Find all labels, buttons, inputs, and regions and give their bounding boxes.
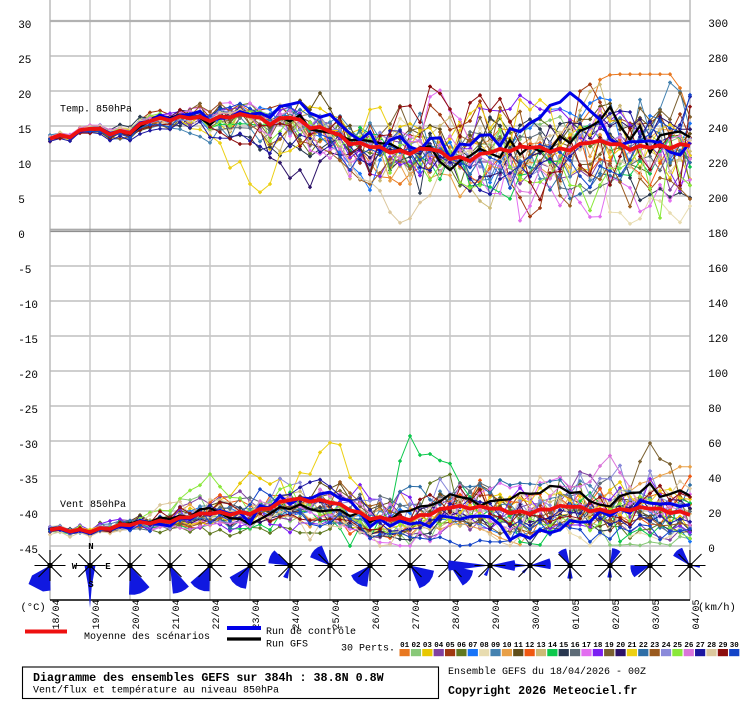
svg-text:01: 01 (400, 642, 410, 650)
svg-text:21: 21 (628, 642, 638, 650)
svg-text:0: 0 (18, 230, 25, 242)
svg-text:28/04: 28/04 (451, 599, 463, 629)
svg-text:30: 30 (18, 20, 31, 32)
svg-text:07: 07 (468, 642, 477, 650)
svg-text:19/04: 19/04 (91, 599, 103, 629)
svg-text:04/05: 04/05 (691, 599, 703, 629)
svg-text:0: 0 (708, 544, 715, 556)
svg-text:02: 02 (412, 642, 422, 650)
svg-text:23/04: 23/04 (251, 599, 263, 629)
svg-text:120: 120 (708, 334, 728, 346)
svg-text:(°C): (°C) (21, 602, 46, 614)
svg-text:-35: -35 (18, 475, 38, 487)
svg-text:25: 25 (18, 55, 31, 67)
svg-text:30: 30 (730, 642, 740, 650)
svg-text:13: 13 (537, 642, 547, 650)
svg-text:16: 16 (571, 642, 581, 650)
svg-text:25: 25 (673, 642, 683, 650)
svg-text:300: 300 (708, 19, 728, 31)
svg-text:20: 20 (708, 509, 721, 521)
svg-text:26/04: 26/04 (371, 599, 383, 629)
svg-text:40: 40 (708, 474, 721, 486)
svg-text:11: 11 (514, 642, 524, 650)
svg-text:05: 05 (446, 642, 456, 650)
svg-text:18: 18 (593, 642, 603, 650)
svg-text:-5: -5 (18, 265, 31, 277)
svg-text:E: E (105, 562, 111, 572)
svg-text:-20: -20 (18, 370, 38, 382)
svg-text:Run GFS: Run GFS (266, 640, 308, 651)
svg-text:01/05: 01/05 (571, 599, 583, 629)
svg-text:10: 10 (502, 642, 512, 650)
svg-text:22/04: 22/04 (211, 599, 223, 629)
svg-text:N: N (88, 542, 93, 552)
svg-text:14: 14 (548, 642, 558, 650)
svg-text:06: 06 (457, 642, 467, 650)
svg-text:140: 140 (708, 299, 728, 311)
svg-text:08: 08 (480, 642, 490, 650)
svg-text:Vent 850hPa: Vent 850hPa (60, 499, 126, 511)
svg-text:15: 15 (18, 125, 31, 137)
svg-text:Copyright 2026 Meteociel.fr: Copyright 2026 Meteociel.fr (448, 684, 637, 698)
svg-text:-10: -10 (18, 300, 38, 312)
svg-text:Diagramme des ensembles GEFS s: Diagramme des ensembles GEFS sur 384h : … (33, 671, 385, 685)
svg-text:04: 04 (434, 642, 444, 650)
svg-text:240: 240 (708, 124, 728, 136)
svg-text:30 Perts.: 30 Perts. (341, 644, 395, 655)
svg-text:03/05: 03/05 (651, 599, 663, 629)
svg-text:25/04: 25/04 (331, 599, 343, 629)
svg-text:12: 12 (525, 642, 535, 650)
svg-text:220: 220 (708, 159, 728, 171)
svg-text:22: 22 (639, 642, 649, 650)
svg-text:Ensemble GEFS du 18/04/2026 -: Ensemble GEFS du 18/04/2026 - 00Z (448, 666, 646, 678)
svg-text:5: 5 (18, 195, 25, 207)
svg-text:02/05: 02/05 (611, 599, 623, 629)
svg-text:09: 09 (491, 642, 501, 650)
svg-text:10: 10 (18, 160, 31, 172)
svg-text:Moyenne des scénarios: Moyenne des scénarios (84, 631, 210, 643)
svg-text:80: 80 (708, 404, 721, 416)
svg-text:24/04: 24/04 (291, 599, 303, 629)
svg-text:30/04: 30/04 (531, 599, 543, 629)
svg-text:W: W (72, 562, 78, 572)
svg-text:S: S (88, 580, 94, 590)
svg-text:20: 20 (18, 90, 31, 102)
svg-text:60: 60 (708, 439, 721, 451)
svg-text:-45: -45 (18, 545, 38, 557)
svg-text:Temp. 850hPa: Temp. 850hPa (60, 104, 132, 116)
svg-text:-25: -25 (18, 405, 38, 417)
svg-text:26: 26 (684, 642, 694, 650)
svg-text:17: 17 (582, 642, 591, 650)
svg-text:03: 03 (423, 642, 433, 650)
svg-text:21/04: 21/04 (171, 599, 183, 629)
svg-text:23: 23 (650, 642, 660, 650)
svg-text:18/04: 18/04 (51, 599, 63, 629)
svg-text:24: 24 (662, 642, 672, 650)
svg-text:-15: -15 (18, 335, 38, 347)
svg-text:180: 180 (708, 229, 728, 241)
svg-text:160: 160 (708, 264, 728, 276)
svg-text:280: 280 (708, 54, 728, 66)
svg-text:29/04: 29/04 (491, 599, 503, 629)
svg-text:28: 28 (707, 642, 717, 650)
svg-text:(km/h): (km/h) (698, 602, 736, 614)
svg-text:100: 100 (708, 369, 728, 381)
svg-text:Vent/flux et température au ni: Vent/flux et température au niveau 850hP… (33, 685, 279, 697)
svg-text:15: 15 (559, 642, 569, 650)
svg-text:27/04: 27/04 (411, 599, 423, 629)
svg-text:Run de contrôle: Run de contrôle (266, 626, 356, 638)
svg-text:19: 19 (605, 642, 615, 650)
svg-text:-40: -40 (18, 510, 38, 522)
svg-text:260: 260 (708, 89, 728, 101)
svg-text:20/04: 20/04 (131, 599, 143, 629)
svg-text:29: 29 (718, 642, 728, 650)
svg-text:-30: -30 (18, 440, 38, 452)
svg-text:200: 200 (708, 194, 728, 206)
svg-text:27: 27 (696, 642, 705, 650)
svg-text:20: 20 (616, 642, 626, 650)
